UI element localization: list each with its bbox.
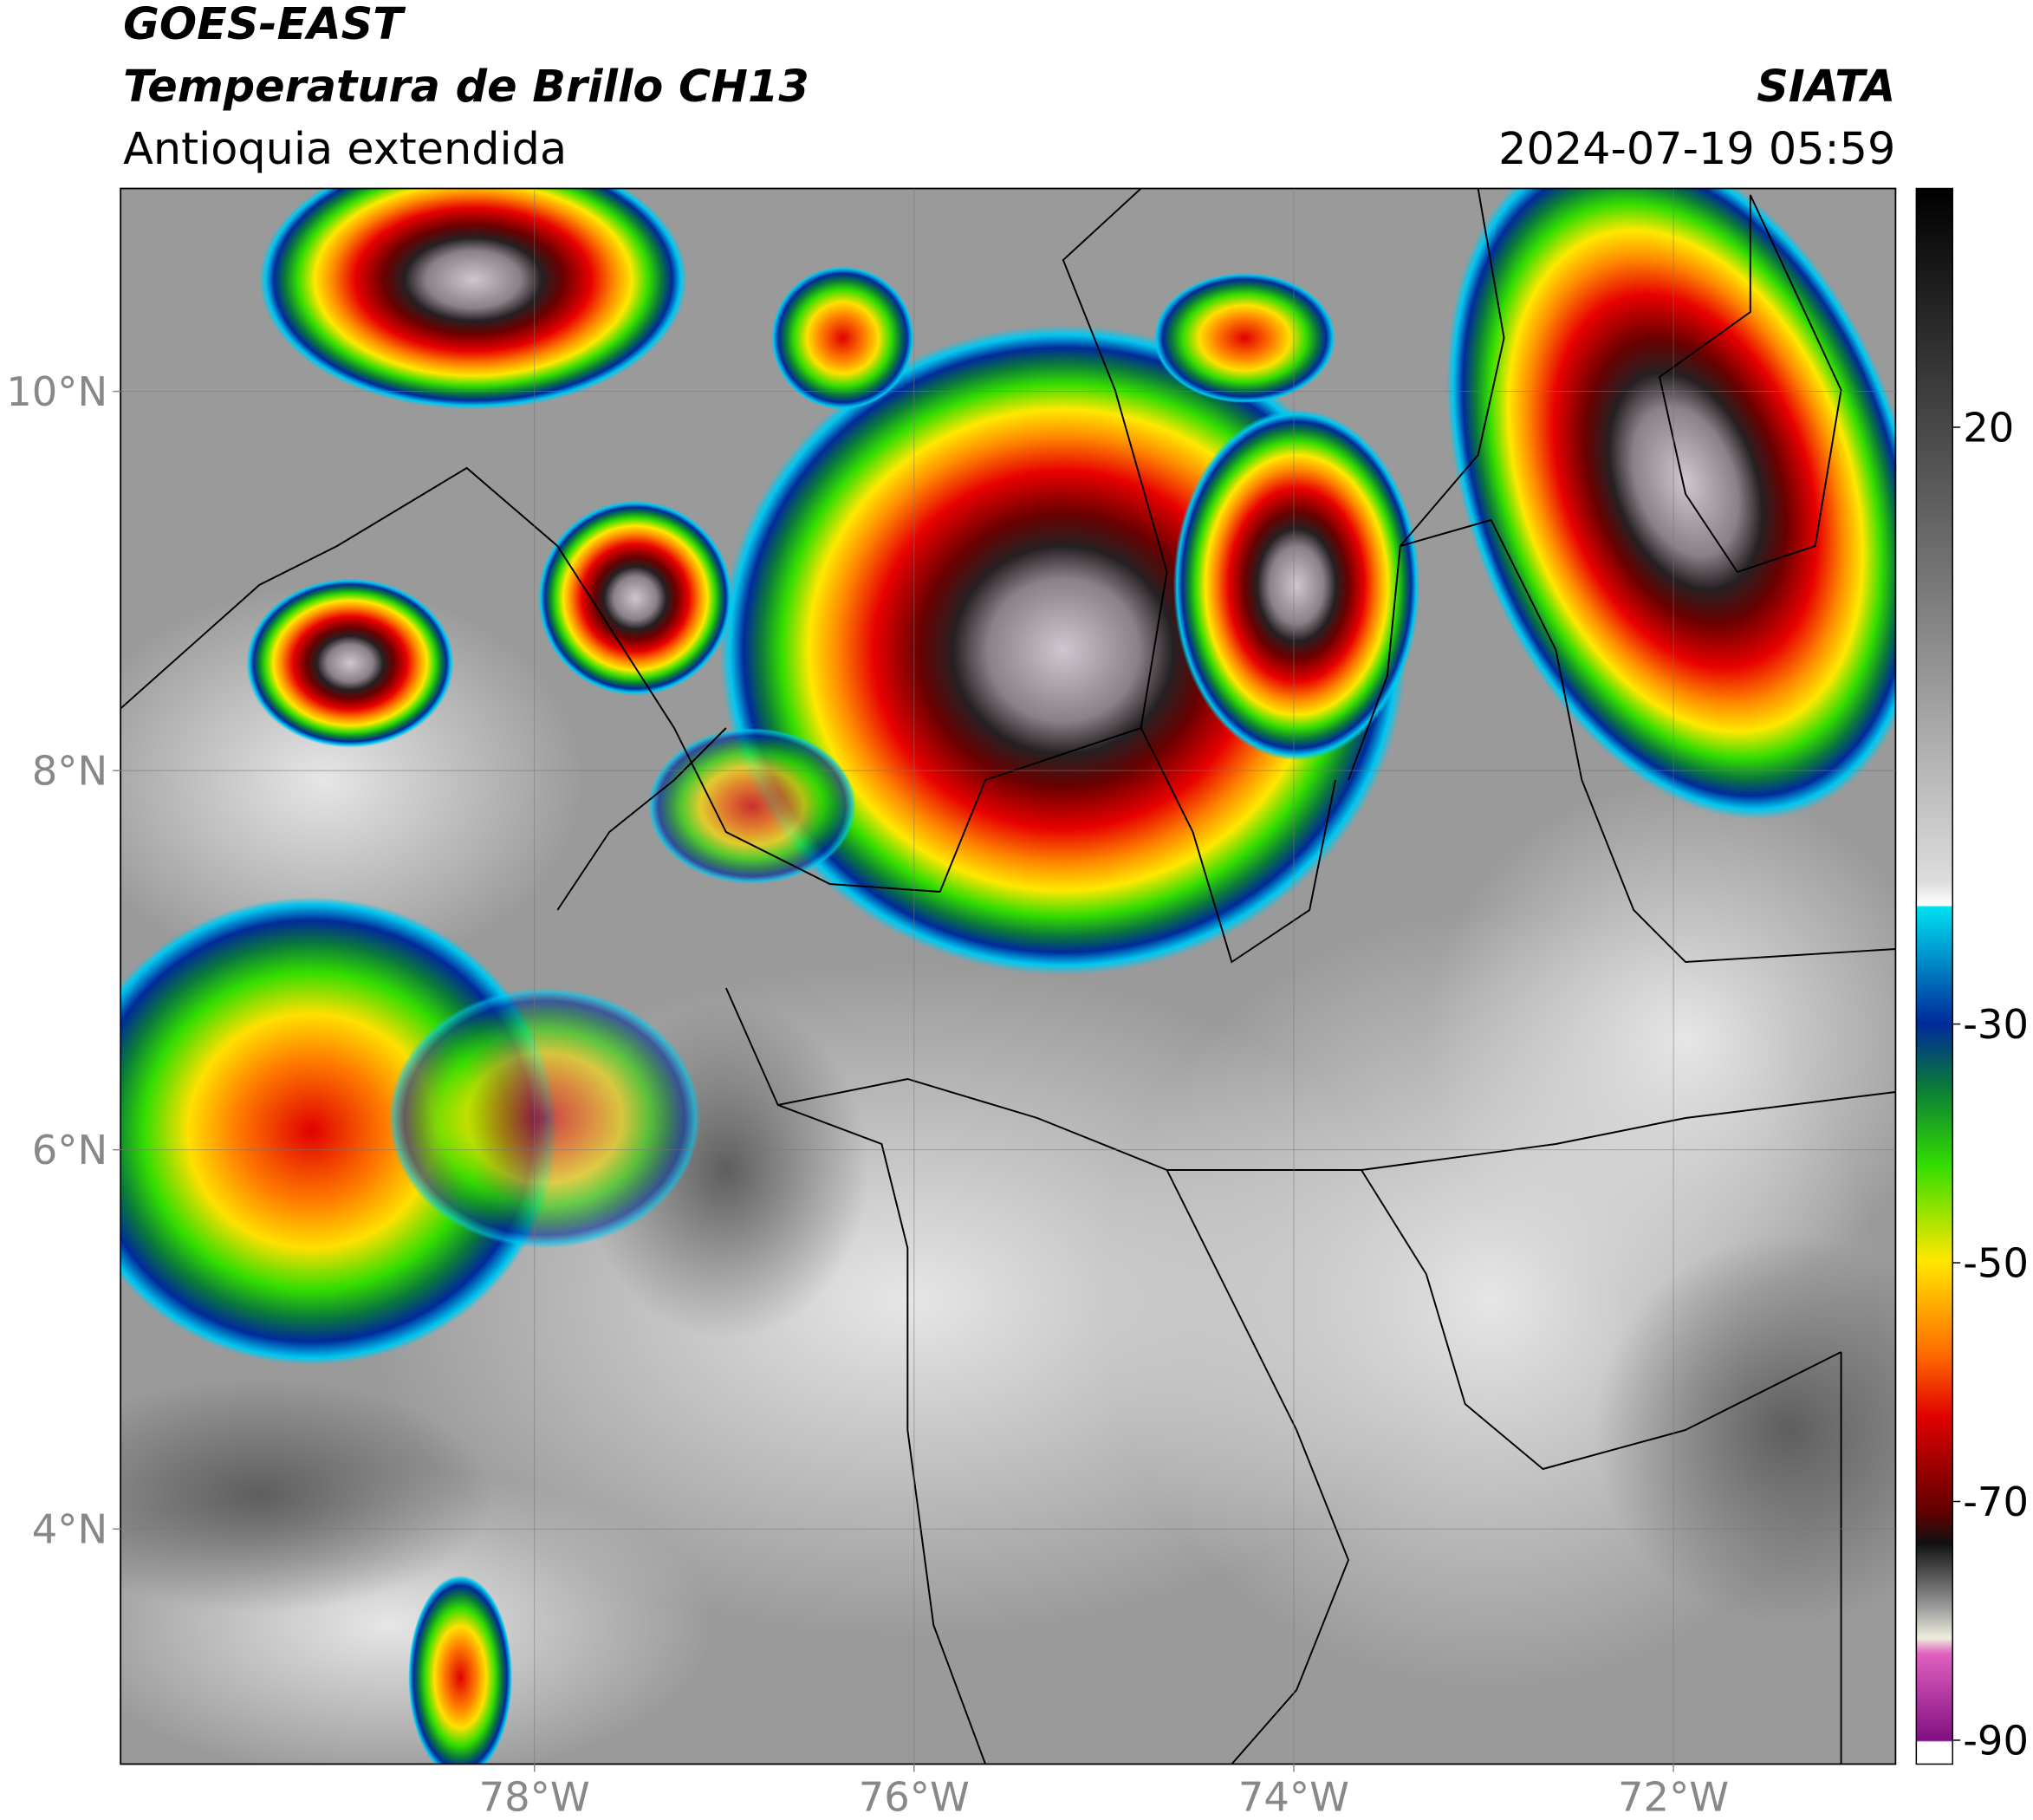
satellite-image [120,188,1896,1765]
x-tick-label: 74°W [1238,1773,1349,1820]
product-name: Temperatura de Brillo CH13 [123,62,809,113]
colorbar-tick-label: -50 [1963,1239,2029,1286]
map-frame [120,187,1897,1765]
y-tick-label: 4°N [32,1506,107,1553]
datetime: 2024-07-19 05:59 [1498,124,1895,175]
colorbar [1915,187,1953,1765]
colorbar-tick-label: -30 [1963,1001,2029,1048]
colorbar-tick-label: -70 [1963,1479,2029,1525]
x-tick-label: 78°W [479,1773,590,1820]
x-tick-label: 76°W [859,1773,970,1820]
y-tick-label: 6°N [32,1127,107,1173]
borders [120,188,1896,1765]
satellite-name: GOES-EAST [123,0,406,50]
x-tick-label: 72°W [1618,1773,1729,1820]
colorbar-tick-label: -90 [1963,1717,2029,1764]
colorbar-tick-label: 20 [1963,404,2014,451]
y-tick-label: 10°N [6,368,107,415]
y-tick-label: 8°N [32,748,107,795]
region-name: Antioquia extendida [123,124,567,175]
agency-name: SIATA [1757,62,1895,113]
